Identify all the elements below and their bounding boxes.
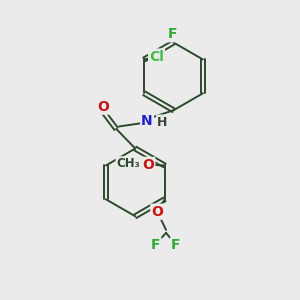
Text: CH₃: CH₃	[116, 157, 140, 170]
Text: F: F	[151, 238, 160, 252]
Text: Cl: Cl	[149, 50, 164, 64]
Text: O: O	[142, 158, 154, 172]
Text: N: N	[141, 114, 153, 128]
Text: H: H	[157, 116, 168, 128]
Text: O: O	[97, 100, 109, 114]
Text: F: F	[171, 238, 180, 252]
Text: O: O	[151, 205, 163, 219]
Text: F: F	[167, 27, 177, 41]
